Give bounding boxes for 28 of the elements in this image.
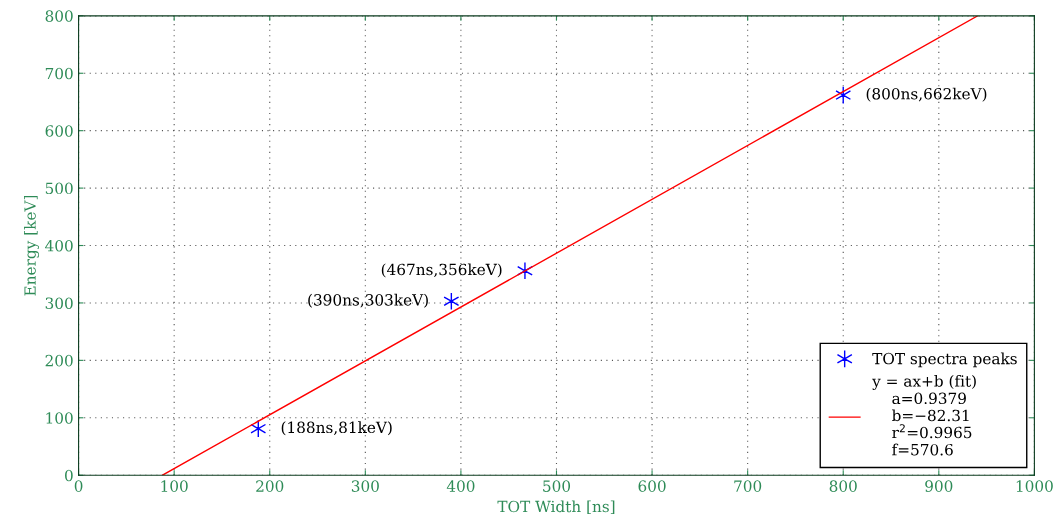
- x-tick-label: 800: [829, 480, 857, 492]
- annotation: (188ns,81keV): [281, 421, 392, 436]
- y-tick-label: 800: [45, 10, 73, 22]
- y-tick-label: 600: [45, 125, 73, 137]
- x-tick-label: 400: [446, 480, 475, 492]
- y-tick-label: 200: [45, 354, 73, 367]
- x-tick-label: 100: [161, 480, 188, 492]
- x-tick-label: 300: [351, 480, 379, 492]
- y-tick-label: 0: [65, 469, 73, 482]
- y-tick-label: 700: [45, 67, 73, 80]
- x-tick-label: 500: [543, 480, 571, 492]
- x-tick-label: 600: [638, 480, 666, 492]
- annotation: (390ns,303keV): [308, 293, 428, 308]
- x-tick-label: 700: [734, 480, 762, 492]
- y-tick-label: 400: [45, 239, 73, 252]
- x-axis-title: TOT Width [ns]: [497, 500, 615, 515]
- x-tick-label: 1000: [1016, 480, 1053, 492]
- legend-label: TOT spectra peaks: [872, 352, 1017, 368]
- legend-label: y = ax+b (fit) a=0.9379 b=−82.31 r$^{2}$=0.9965 f=570.6: [872, 374, 976, 456]
- y-tick-label: 100: [46, 412, 73, 424]
- y-tick-label: 300: [45, 297, 73, 309]
- x-tick-label: 0: [74, 480, 83, 492]
- annotation: (800ns,662keV): [866, 87, 987, 102]
- x-tick-label: 900: [925, 480, 953, 492]
- x-tick-label: 200: [256, 480, 284, 492]
- annotation: (467ns,356keV): [381, 263, 502, 278]
- y-axis-title: Energy [keV]: [24, 195, 40, 296]
- y-tick-label: 500: [45, 182, 73, 195]
